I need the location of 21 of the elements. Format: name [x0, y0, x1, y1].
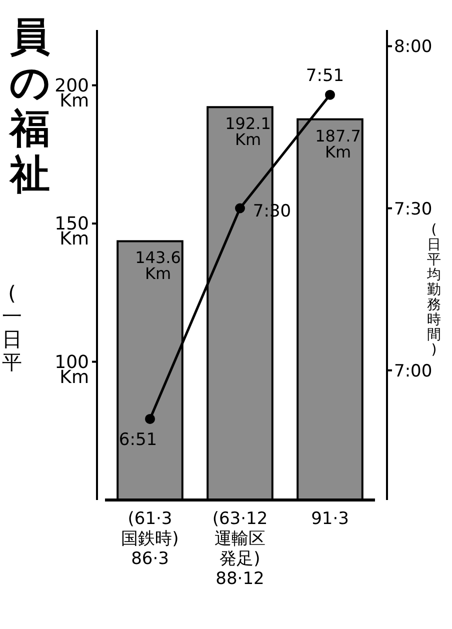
y2-tick-label: 7:00: [394, 361, 432, 382]
y-tick-label: 100 Km: [54, 352, 89, 388]
x-tick-label: (63·12 運輸区発足) 88·12: [212, 509, 268, 589]
point: [145, 414, 155, 424]
data-label: 187.7 Km: [315, 126, 361, 162]
point: [235, 203, 245, 214]
data-label: 143.6 Km: [135, 248, 181, 284]
y2-tick-label: 7:30: [394, 199, 432, 220]
y-tick-label: 200 Km: [54, 75, 89, 112]
data-label: 7:30: [252, 201, 292, 222]
y-axis-title: (一日平: [2, 281, 22, 374]
x-tick-label: (61·3 国鉄時) 86·3: [121, 509, 179, 569]
point: [325, 90, 335, 100]
data-label: 192.1 Km: [225, 114, 271, 150]
text: 員の福祉: [8, 14, 50, 198]
data-label: 7:51: [306, 66, 344, 86]
text: (日平均勤務時間): [427, 222, 441, 358]
y-tick-label: 150 Km: [54, 214, 89, 250]
y2-tick-label: 8:00: [394, 37, 432, 58]
x-tick-label: 91·3: [311, 509, 349, 529]
data-label: 6:51: [118, 430, 158, 450]
